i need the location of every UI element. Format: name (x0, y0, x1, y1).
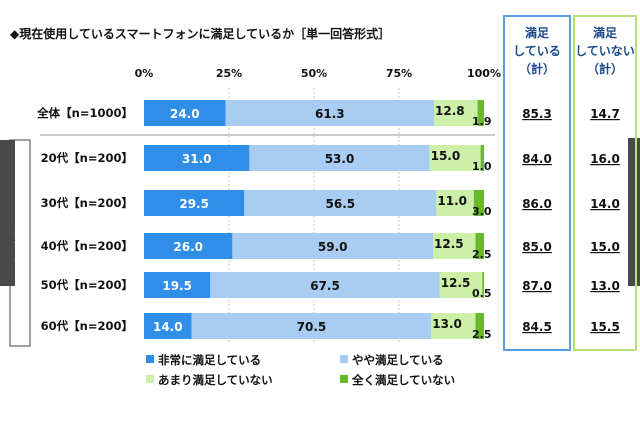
summary-value: 84.0 (522, 152, 552, 166)
x-tick-label: 75% (386, 67, 412, 80)
summary-column-header: （計） (587, 61, 623, 76)
bar-value-label: 26.0 (173, 240, 203, 254)
bar-segment (225, 100, 435, 126)
summary-value: 85.0 (522, 240, 552, 254)
summary-value: 85.3 (522, 107, 552, 121)
bar-segment (144, 145, 250, 171)
bar-segment (144, 272, 211, 298)
summary-value: 15.0 (590, 240, 620, 254)
bar-segment (431, 313, 476, 339)
bar-segment (480, 145, 484, 171)
category-label: 30代【n=200】 (41, 196, 133, 210)
summary-value: 87.0 (522, 279, 552, 293)
bar-value-label: 29.5 (179, 197, 209, 211)
age-group-band (0, 140, 15, 286)
x-tick-label: 0% (135, 67, 154, 80)
bar-segment (439, 272, 483, 298)
bar-value-label: 0.5 (472, 287, 492, 300)
bar-segment (244, 190, 437, 216)
bar-value-label: 53.0 (325, 152, 355, 166)
summary-value: 13.0 (590, 279, 620, 293)
legend-label: 非常に満足している (158, 353, 261, 367)
bar-value-label: 12.8 (435, 104, 465, 118)
bar-segment (144, 100, 226, 126)
legend-label: あまり満足していない (158, 373, 273, 387)
x-tick-label: 100% (467, 67, 501, 80)
legend-swatch (146, 355, 154, 363)
bar-segment (249, 145, 430, 171)
summary-column-frame (573, 15, 637, 351)
category-label: 全体【n=1000】 (36, 106, 133, 120)
bar-value-label: 19.5 (162, 279, 192, 293)
bar-segment (475, 313, 484, 339)
right-edge-band (628, 138, 640, 286)
bar-segment (434, 100, 478, 126)
summary-value: 86.0 (522, 197, 552, 211)
bar-segment (482, 272, 484, 298)
legend-swatch (146, 375, 154, 383)
legend-label: 全く満足していない (351, 373, 455, 387)
summary-value: 16.0 (590, 152, 620, 166)
bar-value-label: 13.0 (432, 317, 462, 331)
category-label: 60代【n=200】 (41, 319, 133, 333)
bar-value-label: 12.5 (434, 237, 464, 251)
bar-segment (144, 190, 245, 216)
summary-column-frame (503, 15, 571, 351)
summary-column-header: している (513, 44, 561, 58)
bar-value-label: 1.0 (472, 160, 492, 173)
bar-value-label: 56.5 (326, 197, 356, 211)
summary-value: 14.7 (590, 107, 620, 121)
summary-value: 14.0 (590, 197, 620, 211)
bar-value-label: 59.0 (318, 240, 348, 254)
age-group-label: 年代別 (13, 224, 27, 262)
bar-segment (429, 145, 481, 171)
category-label: 50代【n=200】 (41, 278, 133, 292)
bar-segment (433, 233, 476, 259)
legend-label: やや満足している (352, 353, 444, 367)
bar-segment (475, 233, 484, 259)
bar-segment (210, 272, 440, 298)
legend-swatch (340, 355, 348, 363)
chart-title: ◆現在使用しているスマートフォンに満足しているか［単一回答形式］ (10, 26, 390, 41)
x-tick-label: 25% (216, 67, 242, 80)
summary-column-header: （計） (519, 61, 555, 76)
bar-value-label: 3.0 (472, 205, 492, 218)
bar-value-label: 31.0 (182, 152, 212, 166)
summary-value: 15.5 (590, 320, 620, 334)
category-label: 40代【n=200】 (41, 239, 133, 253)
bar-value-label: 12.5 (441, 276, 471, 290)
bar-segment (191, 313, 432, 339)
bar-value-label: 67.5 (310, 279, 340, 293)
bar-segment (144, 313, 192, 339)
summary-column-header: 満足 (525, 25, 549, 40)
bar-segment (144, 233, 233, 259)
bar-value-label: 14.0 (153, 320, 183, 334)
bar-value-label: 2.5 (472, 248, 492, 261)
bar-value-label: 2.5 (472, 328, 492, 341)
bar-segment (477, 100, 484, 126)
bar-segment (232, 233, 433, 259)
bar-value-label: 11.0 (437, 194, 467, 208)
bar-value-label: 1.9 (472, 115, 492, 128)
bar-value-label: 24.0 (170, 107, 200, 121)
bar-value-label: 61.3 (315, 107, 345, 121)
bar-segment (473, 190, 484, 216)
category-label: 20代【n=200】 (41, 151, 133, 165)
summary-column-header: していない (575, 44, 635, 58)
summary-value: 84.5 (522, 320, 552, 334)
legend-swatch (340, 375, 348, 383)
bar-value-label: 15.0 (431, 149, 461, 163)
x-tick-label: 50% (301, 67, 327, 80)
bar-value-label: 70.5 (297, 320, 327, 334)
bar-segment (436, 190, 474, 216)
summary-column-header: 満足 (593, 25, 617, 40)
